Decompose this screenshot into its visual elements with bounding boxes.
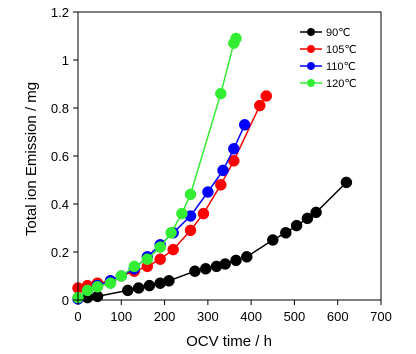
series-0-point-12: [230, 254, 242, 267]
y-tick-label-0: 0: [62, 293, 69, 308]
x-tick-label-5: 500: [284, 309, 306, 324]
series-0-point-7: [163, 275, 175, 287]
series-1-point-7: [154, 253, 166, 265]
y-tick-label-3: 0.6: [51, 149, 69, 164]
series-1-point-14: [260, 90, 273, 102]
series-1-point-9: [184, 224, 197, 237]
series-3-point-4: [115, 270, 128, 282]
series-0-point-14: [267, 234, 279, 246]
series-3-point-6: [141, 253, 154, 265]
series-0-point-17: [301, 212, 314, 225]
x-tick-label-0: 0: [74, 309, 81, 324]
x-tick-label-1: 100: [110, 309, 132, 324]
axes: 0 100 200 300 400 500 600 700 0 0.2 0.4 0.6 0.8 1 1.2: [51, 5, 392, 324]
legend-marker-1: [307, 45, 315, 53]
series-2-point-11: [217, 164, 229, 177]
series-3-point-2: [91, 281, 104, 293]
legend-label-3: 120℃: [326, 78, 357, 90]
series-3-point-3: [104, 277, 117, 289]
x-tick-label-3: 300: [197, 309, 219, 324]
series-2-point-13: [238, 119, 251, 131]
y-tick-label-1: 0.2: [51, 245, 69, 260]
x-tick-label-2: 200: [154, 309, 176, 324]
series-0-point-16: [290, 219, 303, 232]
series-2-line: [77, 124, 246, 300]
legend-marker-2: [307, 62, 315, 70]
series-0-point-3: [122, 284, 134, 297]
x-tick-label-4: 400: [240, 309, 262, 324]
series-3-point-11: [215, 87, 227, 100]
legend-label-2: 110℃: [326, 61, 356, 73]
y-tick-label-5: 1: [62, 53, 69, 68]
series-2-point-12: [228, 143, 240, 155]
series-1-point-13: [254, 99, 266, 112]
y-axis-title: Total ion Emission / mg: [23, 82, 40, 236]
x-tick-label-7: 700: [370, 309, 392, 324]
series-3-point-5: [128, 260, 141, 273]
series-1-point-8: [167, 243, 179, 256]
series-0-point-9: [199, 263, 212, 275]
legend: 90℃ 105℃ 110℃ 120℃: [300, 27, 357, 90]
series-0-point-11: [219, 258, 231, 270]
series-0-point-13: [241, 251, 253, 263]
legend-marker-0: [307, 28, 315, 36]
series-0-point-15: [280, 227, 292, 239]
series-0-point-4: [132, 282, 145, 294]
series-0-point-18: [310, 206, 322, 219]
x-axis-title: OCV time / h: [186, 333, 272, 350]
series-3-point-9: [176, 207, 188, 220]
series-0-point-8: [189, 265, 201, 277]
series-2-point-10: [202, 186, 214, 198]
series-2: [72, 119, 251, 305]
x-tick-label-6: 600: [327, 309, 349, 324]
series-3-point-1: [81, 284, 94, 297]
legend-label-0: 90℃: [326, 27, 351, 39]
series-1-point-11: [215, 179, 227, 191]
series-1-point-10: [197, 207, 210, 220]
plot-series: [72, 32, 353, 305]
y-tick-label-6: 1.2: [51, 5, 69, 20]
series-3-point-8: [165, 227, 177, 239]
series-3-point-10: [184, 188, 197, 201]
series-0-point-5: [143, 279, 156, 292]
series-0-point-19: [340, 176, 353, 189]
legend-label-1: 105℃: [326, 44, 357, 56]
y-tick-label-4: 0.8: [51, 101, 69, 116]
series-3-point-13: [230, 32, 242, 45]
y-tick-label-2: 0.4: [51, 197, 69, 212]
series-3-point-7: [154, 241, 166, 253]
legend-marker-3: [307, 79, 315, 87]
